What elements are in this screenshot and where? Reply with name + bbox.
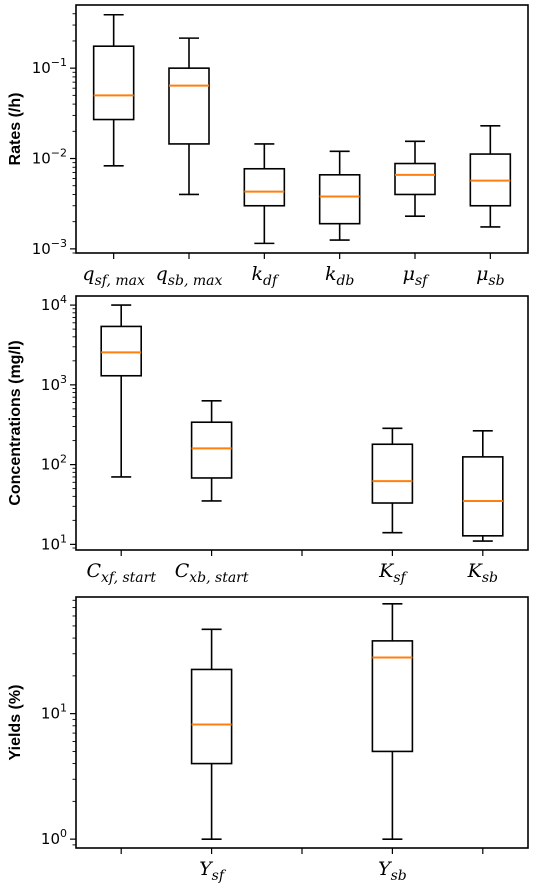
x-tick-label: kdb: [325, 263, 354, 289]
x-tick-label: μsb: [476, 263, 505, 289]
box-1: [100, 304, 142, 478]
plot-frame: [75, 4, 529, 254]
y-tick-label: 101: [41, 532, 67, 553]
iqr-box: [394, 162, 436, 196]
x-tick-label: Cxb, start: [175, 560, 249, 586]
x-tick-label: qsb, max: [156, 263, 223, 289]
x-tick-label: kdf: [251, 263, 279, 289]
iqr-box: [461, 456, 504, 537]
box-4: [318, 150, 361, 241]
plot-frame: [75, 295, 529, 551]
iqr-box: [190, 668, 233, 765]
y-tick-label: 10−3: [32, 237, 67, 258]
box-6: [469, 125, 512, 228]
iqr-box: [190, 421, 233, 479]
iqr-box: [168, 67, 210, 145]
box-2: [190, 628, 233, 840]
plot-frame: [75, 596, 529, 849]
panel-2: 101 102 103 104 Concentrations (mg/l) Cxf, st…: [7, 293, 529, 586]
y-tick-label: 102: [41, 453, 67, 474]
iqr-box: [243, 167, 286, 207]
y-axis-label: Yields (%): [7, 685, 24, 761]
x-tick-label: Ksb: [467, 560, 498, 586]
y-tick-label: 100: [41, 827, 67, 848]
panel-1: 10−3 10−2 10−1 Rates (/h) qsf, max qsb, max kd…: [7, 4, 529, 289]
box-4: [371, 427, 414, 534]
y-axis-label: Concentrations (mg/l): [7, 340, 24, 505]
y-tick-label: 103: [41, 373, 67, 394]
x-tick-label: Cxf, start: [86, 560, 156, 586]
y-tick-label: 10−2: [32, 147, 67, 168]
iqr-box: [371, 443, 414, 504]
x-tick-label: Ysf: [199, 858, 227, 884]
box-5: [461, 430, 504, 542]
box-2: [190, 400, 233, 502]
box-4: [371, 603, 414, 840]
x-tick-label: qsf, max: [82, 263, 145, 289]
y-tick-label: 10−1: [32, 56, 67, 77]
box-2: [168, 37, 210, 196]
y-tick-label: 104: [41, 293, 67, 314]
y-tick-label: 101: [41, 702, 67, 723]
iqr-box: [92, 45, 135, 121]
x-tick-label: μsf: [403, 263, 431, 289]
iqr-box: [318, 174, 361, 225]
y-axis-label: Rates (/h): [7, 93, 24, 166]
x-tick-label: Ysb: [378, 858, 407, 884]
box-1: [92, 13, 135, 167]
box-3: [243, 143, 286, 245]
iqr-box: [371, 640, 414, 753]
box-5: [394, 140, 436, 217]
iqr-box: [100, 325, 142, 377]
x-tick-label: Ksf: [378, 560, 408, 586]
panel-3: 100 101 Yields (%) Ysf Ysb: [7, 596, 529, 884]
